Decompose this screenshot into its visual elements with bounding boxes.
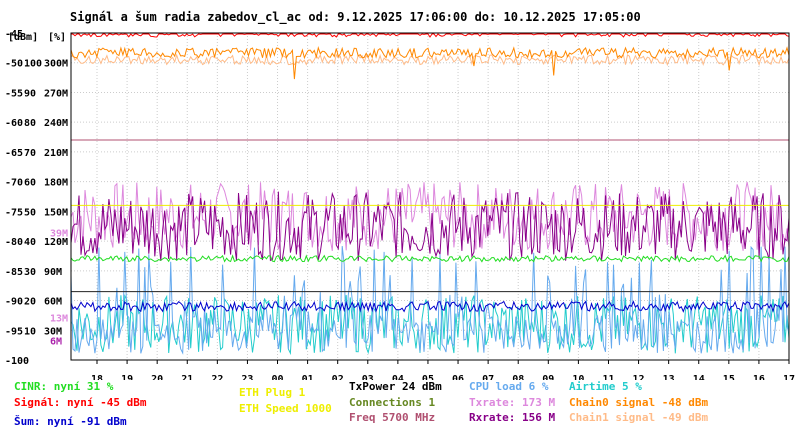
x-tick-label: 12 <box>633 374 645 380</box>
y-tick-dbm: -45 <box>5 29 23 40</box>
y-tick-rate: 210M <box>44 148 68 159</box>
x-tick-label: 01 <box>302 374 314 380</box>
legend-freq: Freq 5700 MHz <box>349 411 436 424</box>
legend-signal: Signál: nyní -45 dBm <box>14 396 147 409</box>
x-tick-label: 00 <box>271 374 283 380</box>
y-tick-dbm: -85 <box>5 267 23 278</box>
legend-chain0: Chain0 signal -48 dBm <box>569 396 709 409</box>
legend-eth-plug: ETH Plug 1 <box>239 386 306 399</box>
y-tick-dbm: -55 <box>5 88 23 99</box>
y-tick-percent: 100 <box>24 59 42 70</box>
x-tick-label: 14 <box>693 374 705 380</box>
x-tick-label: 20 <box>151 374 163 380</box>
y-tick-dbm: -80 <box>5 237 23 248</box>
x-tick-label: 05 <box>422 374 434 380</box>
y-tick-percent: 20 <box>24 297 36 308</box>
grid <box>71 33 790 364</box>
legend-noise: Šum: nyní -91 dBm <box>14 415 127 428</box>
y-tick-percent: 80 <box>24 118 36 129</box>
y-tick-percent: 40 <box>24 237 36 248</box>
y-tick-percent: 60 <box>24 178 36 189</box>
x-tick-label: 08 <box>512 374 524 380</box>
series-chain1-signal <box>70 53 790 67</box>
x-tick-label: 04 <box>392 374 404 380</box>
y-tick-percent: 70 <box>24 148 36 159</box>
x-tick-label: 17 <box>783 374 795 380</box>
series-airtime <box>70 293 790 356</box>
y-tick-rate: 300M <box>44 59 68 70</box>
y-tick-percent: 50 <box>24 207 36 218</box>
chart-canvas: -45-50-55-60-65-70-75-80-85-90-95-100100… <box>5 29 795 380</box>
x-tick-label: 06 <box>452 374 464 380</box>
legend-airtime: Airtime 5 % <box>569 380 642 393</box>
y-unit-dbm: [dBm] <box>8 32 38 43</box>
side-label: 6M <box>50 336 62 347</box>
legend-eth-speed: ETH Speed 1000 <box>239 402 332 415</box>
x-tick-label: 10 <box>572 374 584 380</box>
y-tick-rate: 60M <box>44 297 62 308</box>
y-tick-dbm: -65 <box>5 148 23 159</box>
legend-txpower: TxPower 24 dBm <box>349 380 442 393</box>
legend-connections: Connections 1 <box>349 396 436 409</box>
y-tick-dbm: -90 <box>5 297 23 308</box>
x-tick-label: 09 <box>542 374 554 380</box>
x-tick-label: 15 <box>723 374 735 380</box>
y-tick-dbm: -95 <box>5 326 23 337</box>
reference-lines <box>71 139 789 293</box>
legend-cpu: CPU load 6 % <box>469 380 549 393</box>
y-tick-rate: 120M <box>44 237 68 248</box>
series-cpu-load <box>70 245 790 355</box>
chart-title: Signál a šum radia zabedov_cl_ac od: 9.1… <box>70 10 641 24</box>
y-tick-percent: 30 <box>24 267 36 278</box>
series-txrate <box>70 181 790 252</box>
series-layer <box>70 33 790 356</box>
y-tick-percent: 90 <box>24 88 36 99</box>
side-label: 39M <box>50 228 68 239</box>
axis-labels: -45-50-55-60-65-70-75-80-85-90-95-100100… <box>5 29 795 380</box>
axes <box>70 32 790 361</box>
x-tick-label: 22 <box>211 374 223 380</box>
x-tick-label: 02 <box>332 374 344 380</box>
legend-chain1: Chain1 signal -49 dBm <box>569 411 709 424</box>
legend-cinr: CINR: nyní 31 % <box>14 380 114 393</box>
x-tick-label: 23 <box>241 374 253 380</box>
y-unit-percent: [%] <box>48 32 66 43</box>
y-tick-rate: 270M <box>44 88 68 99</box>
x-tick-label: 03 <box>362 374 374 380</box>
legend-txrate: Txrate: 173 M <box>469 396 556 409</box>
legend-rxrate: Rxrate: 156 M <box>469 411 556 424</box>
plot-frame <box>70 32 790 361</box>
y-tick-dbm: -75 <box>5 207 23 218</box>
side-label: 13M <box>50 313 68 324</box>
y-tick-percent: 10 <box>24 326 36 337</box>
x-tick-label: 18 <box>91 374 103 380</box>
y-tick-rate: 30M <box>44 326 62 337</box>
series-sign-l <box>70 33 790 38</box>
x-tick-label: 16 <box>753 374 765 380</box>
y-tick-rate: 150M <box>44 207 68 218</box>
x-tick-label: 13 <box>663 374 675 380</box>
y-tick-rate: 240M <box>44 118 68 129</box>
series--um <box>70 300 790 314</box>
y-tick-dbm: -50 <box>5 59 23 70</box>
y-tick-dbm: -100 <box>5 356 29 367</box>
x-tick-label: 11 <box>602 374 614 380</box>
x-tick-label: 07 <box>482 374 494 380</box>
x-tick-label: 19 <box>121 374 133 380</box>
y-tick-dbm: -70 <box>5 178 23 189</box>
y-tick-dbm: -60 <box>5 118 23 129</box>
series-cinr <box>70 254 790 263</box>
y-tick-rate: 180M <box>44 178 68 189</box>
series-chain0-signal <box>70 45 790 80</box>
y-tick-rate: 90M <box>44 267 62 278</box>
x-tick-label: 21 <box>181 374 193 380</box>
